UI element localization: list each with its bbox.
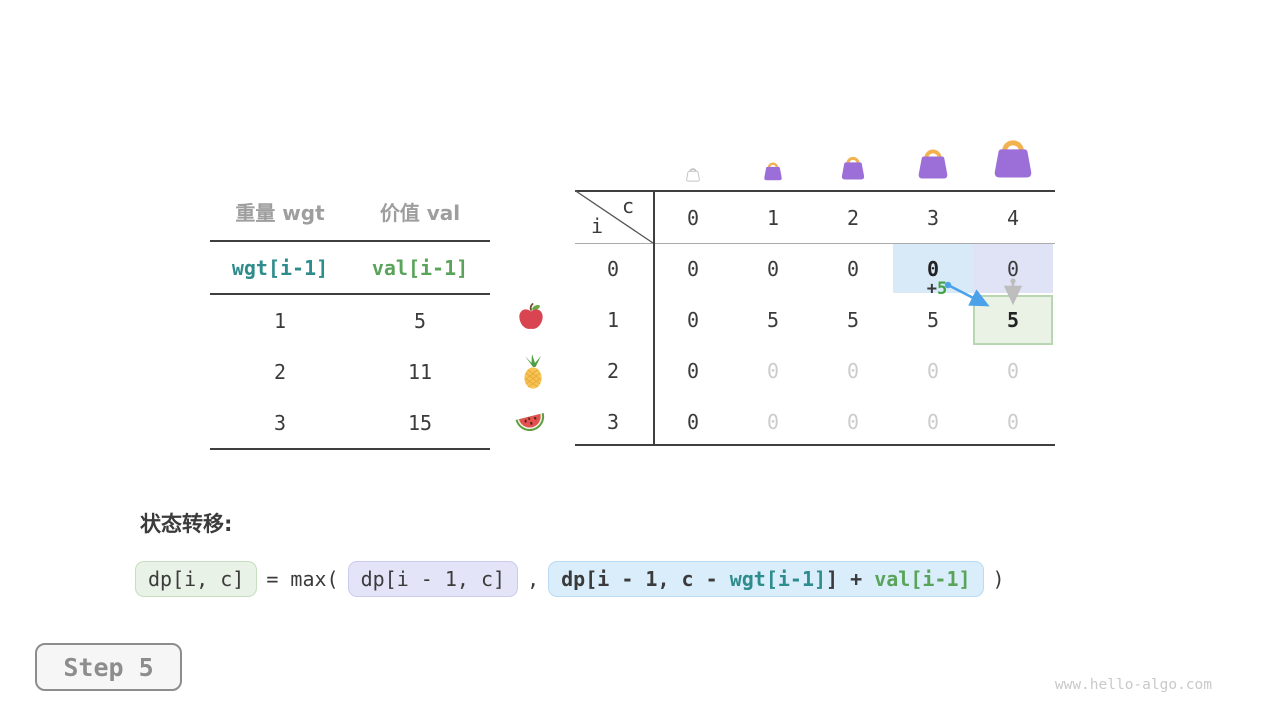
dp-result-box: dp[i, c]	[135, 561, 258, 597]
dp-cell-3-4: 0	[1006, 410, 1020, 434]
dp-cell-3-1: 0	[766, 410, 780, 434]
dp-col-header-1: 1	[766, 206, 780, 230]
item-value: 5	[413, 308, 427, 333]
watermelon-icon	[512, 406, 548, 438]
items-table-divider	[210, 240, 490, 242]
gain-value: 5	[937, 279, 948, 299]
items-table-divider	[210, 293, 490, 295]
dp-cell-0-4: 0	[1006, 257, 1020, 281]
plus-sign: +	[926, 279, 937, 299]
val-formula-label: val[i-1]	[371, 255, 469, 280]
items-table: 重量 wgt 价值 val wgt[i-1] val[i-1] 1 5 2 11 3 15	[210, 196, 490, 450]
items-table-divider	[210, 448, 490, 450]
dp-col-header-4: 4	[1006, 206, 1020, 230]
items-table-body: 1 5 2 11 3 15	[210, 295, 490, 448]
bag-capacity-0-icon	[685, 165, 701, 187]
formula-segment-green: val[i-1]	[874, 567, 971, 591]
items-table-header: 重量 wgt 价值 val	[210, 196, 490, 226]
item-row-3: 3 15	[210, 397, 490, 448]
transition-gain-annotation: +5	[913, 278, 961, 300]
dp-skip-option-box: dp[i - 1, c]	[347, 561, 519, 597]
corner-diagonal-line	[575, 190, 653, 243]
dp-cell-2-1: 0	[766, 359, 780, 383]
step-indicator: Step 5	[35, 643, 182, 691]
comma-separator: ,	[527, 567, 540, 591]
dp-cell-2-4: 0	[1006, 359, 1020, 383]
dp-col-header-0: 0	[686, 206, 700, 230]
dp-col-header-3: 3	[926, 206, 940, 230]
dp-cell-3-3: 0	[926, 410, 940, 434]
formula-segment-dark: ] +	[826, 567, 875, 591]
item-row-2: 2 11	[210, 346, 490, 397]
dp-cell-1-2: 5	[846, 308, 860, 332]
dp-take-option-box: dp[i - 1, c - wgt[i-1]] + val[i-1]	[548, 561, 984, 597]
dp-cell-1-1: 5	[766, 308, 780, 332]
bag-capacity-4-icon	[990, 131, 1036, 187]
dp-cell-1-3: 5	[926, 308, 940, 332]
dp-col-header-2: 2	[846, 206, 860, 230]
item-value: 15	[407, 410, 433, 435]
formula-segment-dark: dp[i - 1, c -	[561, 567, 730, 591]
formula-segment-teal: wgt[i-1]	[729, 567, 827, 591]
bag-capacity-3-icon	[915, 142, 951, 187]
wgt-formula-label: wgt[i-1]	[231, 255, 329, 280]
dp-row-header-0: 0	[606, 257, 620, 281]
corner-col-label: c	[622, 194, 635, 218]
item-weight: 2	[273, 359, 287, 384]
dp-cell-0-2: 0	[846, 257, 860, 281]
state-transition-formula: dp[i, c] = max( dp[i - 1, c] , dp[i - 1,…	[135, 561, 1005, 597]
dp-cell-2-3: 0	[926, 359, 940, 383]
value-column-header: 价值 val	[379, 200, 461, 225]
site-watermark: www.hello-algo.com	[1054, 677, 1212, 693]
dp-row-header-1: 1	[606, 308, 620, 332]
dp-cell-3-2: 0	[846, 410, 860, 434]
dp-table-header-divider	[575, 243, 1055, 244]
bag-capacity-2-icon	[839, 151, 867, 187]
item-value: 11	[407, 359, 433, 384]
dp-cell-0-0: 0	[686, 257, 700, 281]
dp-cell-0-1: 0	[766, 257, 780, 281]
dp-row-header-3: 3	[606, 410, 620, 434]
close-paren: )	[992, 567, 1005, 591]
dp-table-top-border	[575, 190, 1055, 192]
dp-cell-2-2: 0	[846, 359, 860, 383]
dp-cell-0-3: 0	[926, 257, 940, 281]
dp-cell-3-0: 0	[686, 410, 700, 434]
corner-row-label: i	[591, 214, 604, 238]
dp-cell-2-0: 0	[686, 359, 700, 383]
step-indicator-label: Step 5	[63, 652, 154, 682]
dp-table-vertical-divider	[653, 190, 655, 446]
dp-table-bottom-border	[575, 444, 1055, 446]
item-weight: 3	[273, 410, 287, 435]
pineapple-icon	[518, 353, 548, 395]
dp-cell-1-0: 0	[686, 308, 700, 332]
state-transition-label: 状态转移:	[140, 512, 233, 536]
dp-cell-1-4: 5	[1006, 308, 1020, 332]
item-weight: 1	[273, 308, 287, 333]
weight-column-header: 重量 wgt	[235, 200, 325, 225]
dp-row-header-2: 2	[606, 359, 620, 383]
items-table-subheader: wgt[i-1] val[i-1]	[210, 242, 490, 293]
bag-capacity-1-icon	[762, 158, 784, 187]
max-operator: = max(	[266, 567, 339, 591]
apple-icon	[516, 302, 546, 336]
